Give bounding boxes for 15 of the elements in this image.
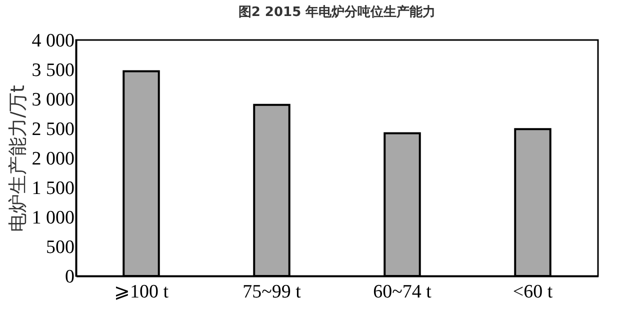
x-tick-label: <60 t [512,282,554,302]
chart-title: 图2 2015 年电炉分吨位生产能力 [238,4,436,20]
y-tick-label: 2 000 [32,148,74,170]
y-axis-title: 电炉生产能力/万t [6,85,29,232]
y-tick-label: 500 [46,237,74,258]
y-tick-label: 1 000 [32,208,74,228]
y-tick-label: 4 000 [32,30,74,52]
y-tick-label: 3 000 [32,90,74,110]
x-tick-label: 60~74 t [373,282,432,302]
x-tick-label: ⩾100 t [114,282,170,302]
y-tick-label: 2 500 [32,119,74,140]
x-tick-label: 75~99 t [242,282,302,302]
y-tick-label: 3 500 [32,60,74,81]
y-tick-label: 0 [65,266,74,288]
y-tick-label: 1 500 [32,178,74,199]
